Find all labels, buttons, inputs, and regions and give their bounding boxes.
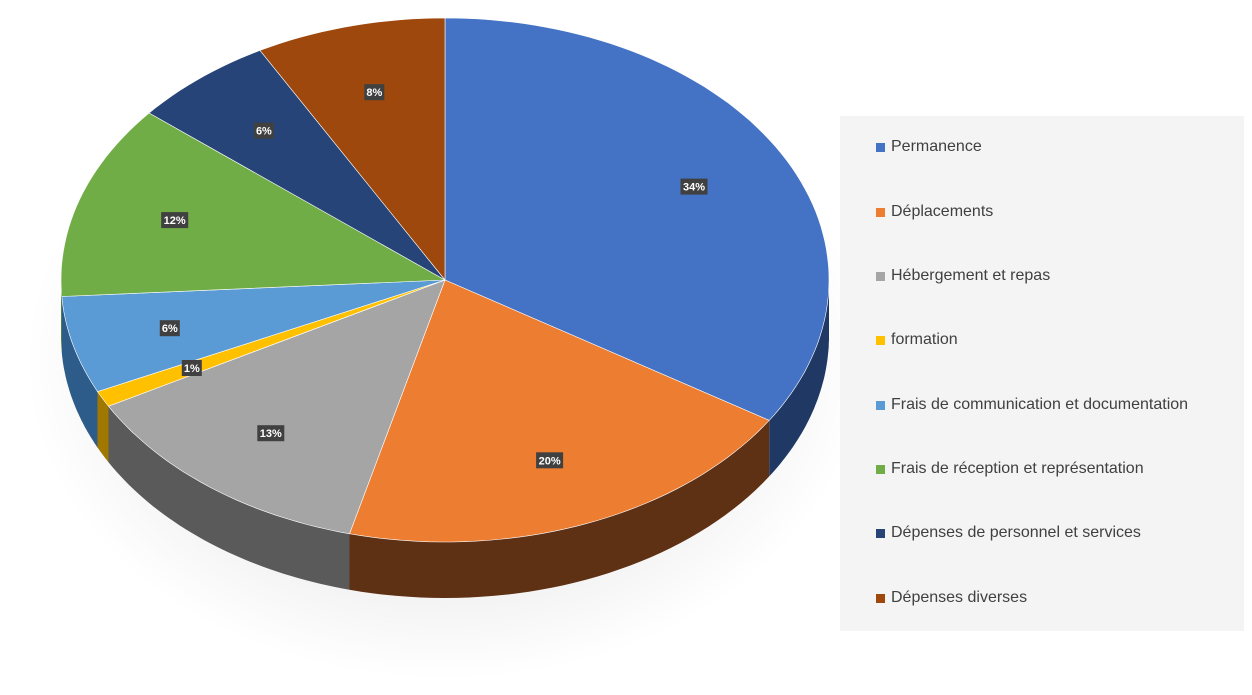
- data-label-box: [364, 84, 385, 101]
- pie-sides: [61, 280, 829, 598]
- data-label-deplacements: 20%: [536, 452, 564, 469]
- data-label-hebergement: 13%: [257, 425, 285, 442]
- legend: Permanence Déplacements Hébergement et r…: [840, 116, 1244, 631]
- legend-label: Déplacements: [891, 203, 994, 220]
- data-label-text: 6%: [162, 323, 178, 335]
- legend-swatch: [876, 528, 885, 538]
- data-label-box: [159, 320, 180, 337]
- data-label-communication: 6%: [159, 320, 180, 337]
- pie-side-formation: [97, 391, 109, 463]
- legend-item-deplacements[interactable]: Déplacements: [876, 203, 993, 221]
- legend-swatch: [876, 207, 885, 217]
- pie-slices: [60, 17, 830, 543]
- data-label-text: 8%: [366, 87, 382, 99]
- data-label-reception: 12%: [161, 212, 189, 229]
- pie-side-hebergement: [108, 406, 350, 590]
- legend-item-hebergement[interactable]: Hébergement et repas: [876, 267, 1050, 285]
- pie-side-reception: [61, 280, 62, 353]
- legend-swatch: [876, 271, 885, 281]
- legend-item-communication[interactable]: Frais de communication et documentation: [876, 396, 1188, 414]
- data-label-text: 6%: [256, 126, 272, 138]
- data-label-text: 34%: [683, 182, 705, 194]
- legend-swatch: [876, 142, 885, 152]
- pie-data-labels: 34% 20% 13% 1% 6% 12% 6% 8%: [159, 84, 708, 469]
- legend-swatch: [876, 593, 885, 603]
- data-label-text: 13%: [260, 428, 282, 440]
- legend-swatch: [876, 464, 885, 474]
- data-label-diverses: 8%: [364, 84, 385, 101]
- pie-slice-reception[interactable]: [60, 112, 447, 297]
- pie-slice-communication[interactable]: [61, 279, 446, 392]
- data-label-text: 1%: [184, 363, 200, 375]
- data-label-text: 20%: [539, 455, 561, 467]
- legend-label: Dépenses de personnel et services: [891, 524, 1141, 541]
- legend-label: formation: [891, 331, 958, 348]
- legend-label: Frais de réception et représentation: [891, 460, 1144, 477]
- data-label-box: [253, 122, 274, 139]
- legend-item-formation[interactable]: formation: [876, 331, 958, 349]
- legend-item-permanence[interactable]: Permanence: [876, 138, 982, 156]
- data-label-permanence: 34%: [680, 178, 708, 195]
- data-label-box: [257, 425, 285, 442]
- legend-item-reception[interactable]: Frais de réception et représentation: [876, 460, 1144, 478]
- data-label-box: [680, 178, 708, 195]
- pie-slice-hebergement[interactable]: [108, 279, 446, 535]
- data-label-text: 12%: [164, 215, 186, 227]
- legend-label: Hébergement et repas: [891, 267, 1051, 284]
- pie-slice-permanence[interactable]: [444, 17, 830, 421]
- data-label-formation: 1%: [181, 360, 202, 376]
- pie-slice-deplacements[interactable]: [349, 279, 770, 543]
- legend-label: Dépenses diverses: [891, 589, 1028, 606]
- legend-swatch: [876, 335, 885, 345]
- pie-slice-personnel[interactable]: [148, 50, 446, 281]
- legend-item-personnel[interactable]: Dépenses de personnel et services: [876, 524, 1141, 542]
- data-label-personnel: 6%: [253, 122, 274, 139]
- data-label-box: [536, 452, 564, 469]
- data-label-box: [181, 360, 202, 376]
- pie-side-permanence: [769, 280, 829, 477]
- legend-swatch: [876, 400, 885, 410]
- legend-item-diverses[interactable]: Dépenses diverses: [876, 589, 1027, 607]
- legend-label: Permanence: [891, 138, 982, 155]
- pie-side-deplacements: [349, 420, 770, 598]
- pie-side-communication: [61, 296, 98, 448]
- legend-label: Frais de communication et documentation: [891, 396, 1189, 413]
- pie-slice-diverses[interactable]: [259, 17, 446, 281]
- data-label-box: [161, 212, 189, 229]
